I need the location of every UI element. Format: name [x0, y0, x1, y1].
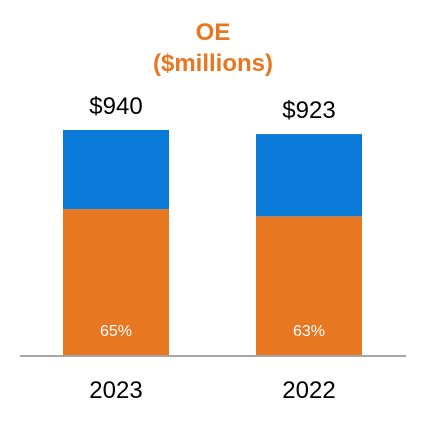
labels-group: $940 65% 2023 $923 63% 2022 — [89, 93, 335, 404]
total-label-2022: $923 — [282, 97, 335, 124]
bar-segment-2023-0 — [63, 209, 169, 356]
segment-percent-label-2022: 63% — [293, 323, 325, 340]
segment-percent-label-2023: 65% — [100, 323, 132, 340]
x-tick-label-2022: 2022 — [282, 377, 335, 404]
bar-segment-2022-1 — [256, 134, 362, 217]
bar-segment-2023-1 — [63, 130, 169, 210]
chart-title-line-2: ($millions) — [153, 50, 273, 77]
chart-title-line-1: OE — [196, 19, 231, 46]
bar-segment-2022-0 — [256, 216, 362, 356]
x-tick-label-2023: 2023 — [89, 377, 142, 404]
bars-group — [63, 130, 362, 356]
total-label-2023: $940 — [89, 93, 142, 120]
